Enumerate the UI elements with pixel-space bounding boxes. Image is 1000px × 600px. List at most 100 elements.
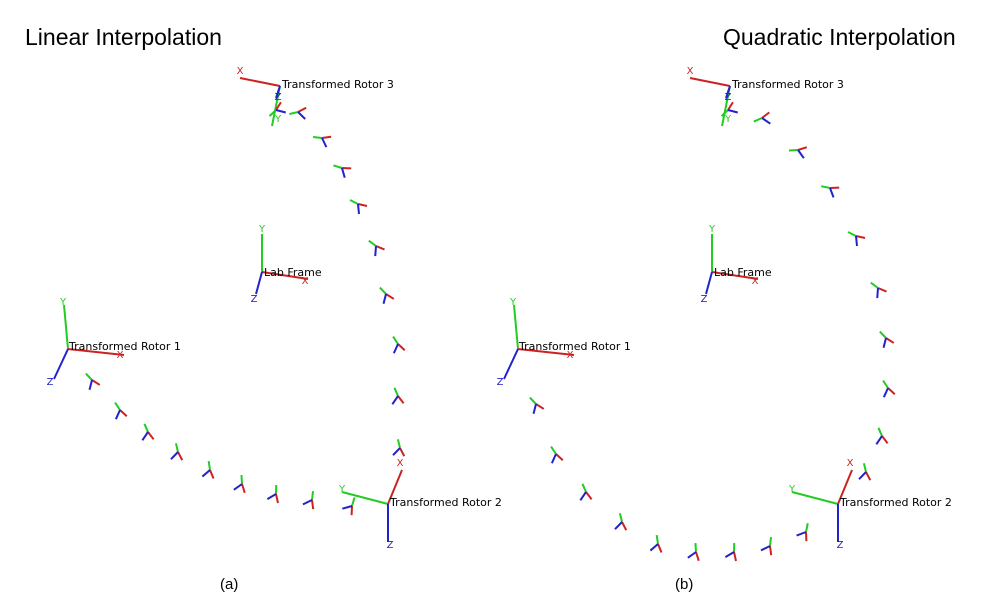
z-axis-line	[275, 109, 286, 114]
y-axis-line	[351, 497, 356, 507]
z-axis-letter: Z	[701, 294, 708, 305]
x-axis-line	[275, 493, 279, 504]
y-axis-line	[791, 491, 839, 505]
interpolated-frame	[789, 146, 808, 159]
z-axis-line	[855, 235, 858, 247]
z-axis-line	[858, 471, 867, 480]
y-axis-line	[349, 199, 359, 205]
interpolated-frame	[579, 483, 593, 501]
y-axis-line	[275, 485, 278, 495]
x-axis-line	[275, 101, 282, 111]
x-axis-line	[535, 403, 545, 410]
z-axis-letter: Z	[497, 377, 504, 388]
x-axis-line	[375, 245, 385, 251]
interpolated-frame	[266, 485, 279, 504]
x-axis-line	[177, 451, 184, 461]
y-axis-line	[393, 387, 399, 397]
z-axis-letter: Z	[251, 294, 258, 305]
y-axis-letter: Y	[338, 484, 346, 495]
interpolated-frame	[614, 513, 628, 531]
z-axis-line	[724, 551, 735, 558]
y-axis-line	[207, 461, 211, 471]
z-axis-line	[797, 149, 805, 159]
x-axis-line	[885, 337, 895, 344]
interpolated-frame	[379, 286, 395, 304]
y-axis-letter: Y	[724, 114, 732, 125]
x-axis-line	[67, 348, 125, 356]
y-axis-line	[733, 543, 736, 553]
x-axis-letter: X	[237, 66, 244, 77]
y-axis-letter: Y	[708, 224, 716, 235]
z-axis-line	[532, 403, 537, 414]
frame-label: Lab Frame	[264, 266, 322, 279]
x-axis-line	[711, 271, 759, 280]
z-axis-line	[114, 409, 121, 420]
interpolated-frame	[875, 427, 889, 445]
interpolated-frame	[847, 231, 866, 247]
z-axis-line	[53, 348, 69, 380]
y-axis-line	[877, 427, 883, 437]
y-axis-line	[821, 185, 831, 189]
interpolated-frame	[753, 111, 771, 125]
z-axis-line	[882, 387, 889, 398]
z-axis-line	[876, 287, 879, 299]
x-axis-line	[350, 505, 353, 516]
y-axis-line	[550, 445, 557, 455]
panel-caption: (b)	[675, 576, 694, 593]
y-axis-letter: Y	[788, 484, 796, 495]
z-axis-line	[705, 271, 713, 295]
x-axis-line	[239, 77, 281, 87]
z-axis-letter: Z	[275, 92, 282, 103]
frame-rotor1: Y X Z Transformed Rotor 1	[47, 297, 181, 388]
z-axis-line	[141, 431, 149, 441]
x-axis-line	[261, 271, 309, 280]
z-axis-line	[796, 531, 807, 537]
z-axis-line	[614, 521, 623, 530]
x-axis-line	[297, 106, 307, 113]
interpolated-frame	[760, 537, 773, 556]
interpolated-frame	[879, 330, 895, 348]
x-axis-line	[829, 186, 840, 189]
interpolated-frame	[114, 401, 128, 420]
x-axis-line	[241, 483, 246, 494]
z-axis-line	[503, 348, 519, 380]
y-axis-line	[618, 513, 623, 523]
frame-label: Transformed Rotor 3	[731, 78, 844, 91]
y-axis-line	[368, 239, 377, 247]
y-axis-line	[85, 372, 93, 381]
frame-rotor1: Y X Z Transformed Rotor 1	[497, 297, 631, 388]
interpolated-frame	[342, 497, 356, 516]
frame-label: Transformed Rotor 1	[68, 340, 181, 353]
z-axis-line	[392, 447, 401, 456]
z-axis-line	[374, 245, 377, 257]
x-axis-line	[209, 469, 215, 479]
y-axis-line	[313, 135, 323, 139]
y-axis-letter: Y	[258, 224, 266, 235]
x-axis-letter: X	[397, 458, 404, 469]
y-axis-line	[789, 149, 799, 152]
x-axis-line	[555, 453, 564, 461]
panel-caption: (a)	[220, 576, 239, 593]
z-axis-line	[727, 109, 738, 114]
z-axis-line	[875, 435, 883, 445]
z-axis-line	[255, 271, 263, 295]
z-axis-line	[392, 343, 399, 354]
x-axis-line	[397, 395, 405, 404]
x-axis-letter: X	[567, 350, 574, 361]
interpolated-frame	[201, 461, 215, 479]
z-axis-line	[275, 85, 281, 99]
z-axis-line	[882, 337, 887, 348]
panel-title: Quadratic Interpolation	[723, 24, 956, 50]
z-axis-line	[297, 111, 306, 120]
y-axis-line	[289, 111, 299, 116]
interpolated-frame	[529, 396, 545, 414]
interpolated-frame	[649, 535, 663, 553]
x-axis-letter: X	[687, 66, 694, 77]
interpolated-frame	[391, 387, 405, 405]
frame-rotor2: Y X Z Transformed Rotor 2	[338, 458, 502, 551]
frame-label: Transformed Rotor 1	[518, 340, 631, 353]
